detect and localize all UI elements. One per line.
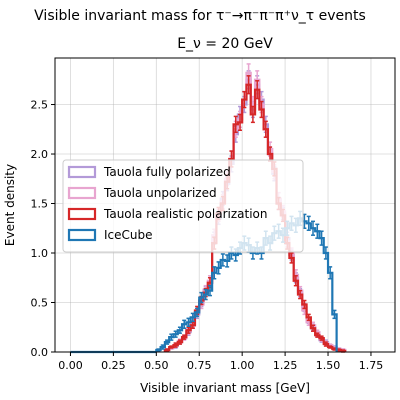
error-bar [207, 284, 212, 297]
y-tick-label: 2.0 [31, 148, 49, 161]
error-bar [311, 220, 316, 236]
error-bar [255, 80, 260, 100]
error-bar [238, 113, 243, 132]
error-bar [323, 341, 328, 347]
legend-item: IceCube [67, 228, 153, 242]
y-tick-label: 0.0 [31, 346, 49, 359]
error-bar [160, 344, 165, 350]
x-tick-label: 0.25 [101, 359, 126, 372]
error-bar [225, 254, 230, 268]
x-tick-label: 1.00 [230, 359, 255, 372]
y-tick-label: 0.5 [31, 297, 49, 310]
error-bar [233, 115, 238, 133]
chart-title: Visible invariant mass for τ⁻→π⁻π⁻π⁺ν_τ … [34, 8, 366, 24]
error-bar [156, 348, 161, 352]
x-tick-label: 0.50 [144, 359, 169, 372]
error-bar [212, 266, 217, 280]
error-bar [315, 223, 320, 239]
error-bar [259, 100, 264, 119]
legend-box [62, 159, 304, 253]
error-bar [165, 339, 170, 345]
error-bar [186, 326, 191, 334]
legend-label: IceCube [104, 228, 153, 242]
y-tick-label: 2.5 [31, 99, 49, 112]
legend-swatch [67, 186, 97, 200]
error-bar [311, 324, 316, 332]
error-bar [306, 215, 311, 231]
x-tick-label: 1.25 [273, 359, 298, 372]
legend-item: Tauola fully polarized [67, 165, 231, 179]
error-bar [315, 332, 320, 338]
y-axis-label: Event density [3, 164, 17, 246]
error-bar [169, 345, 174, 349]
x-tick-label: 0.75 [187, 359, 212, 372]
error-bar [177, 339, 182, 345]
legend-item: Tauola realistic polarization [67, 207, 267, 221]
legend-label: Tauola realistic polarization [103, 207, 267, 221]
legend-label: Tauola fully polarized [103, 165, 231, 179]
legend-swatch [67, 165, 97, 179]
plot-frame [54, 57, 396, 353]
error-bar [186, 317, 191, 328]
error-bar [195, 307, 200, 318]
chart-subtitle: E_ν = 20 GeV [177, 36, 273, 52]
error-bar [182, 319, 187, 329]
error-bar [289, 252, 294, 264]
error-bar [199, 291, 204, 304]
error-bar [302, 299, 307, 310]
error-bar [293, 275, 298, 287]
legend-swatch [67, 228, 97, 242]
x-axis: 0.00 0.25 0.50 0.75 1.00 1.25 1.50 1.75 [58, 352, 383, 372]
x-tick-label: 1.50 [316, 359, 341, 372]
error-bar [250, 105, 255, 124]
error-bar [323, 246, 328, 260]
error-bar [173, 342, 178, 348]
error-bar [177, 326, 182, 334]
y-axis: 0.0 0.5 1.0 1.5 2.0 2.5 [31, 99, 55, 359]
legend-item: Tauola unpolarized [67, 186, 217, 200]
error-bar [263, 120, 268, 138]
error-bar [319, 335, 324, 341]
error-bar [165, 348, 170, 352]
x-axis-label: Visible invariant mass [GeV] [140, 381, 310, 395]
error-bar [298, 289, 303, 300]
series-step-line [163, 83, 347, 353]
error-bar [328, 266, 333, 280]
error-bar [220, 253, 225, 267]
error-bar [332, 309, 337, 320]
legend: Tauola fully polarized Tauola unpolarized… [62, 159, 304, 253]
error-bar [242, 90, 247, 109]
x-tick-label: 0.00 [58, 359, 83, 372]
error-bar [216, 261, 221, 275]
error-bar [169, 333, 174, 341]
y-tick-label: 1.5 [31, 198, 49, 211]
error-bar [203, 288, 208, 301]
y-tick-label: 1.0 [31, 247, 49, 260]
error-bar [306, 313, 311, 322]
error-bar [182, 334, 187, 340]
x-tick-label: 1.75 [359, 359, 384, 372]
error-bar [319, 230, 324, 246]
error-bar [328, 345, 333, 349]
legend-swatch [67, 207, 97, 221]
error-bar [190, 312, 195, 323]
error-bar [246, 75, 251, 95]
legend-label: Tauola unpolarized [103, 186, 217, 200]
error-bar [173, 330, 178, 338]
